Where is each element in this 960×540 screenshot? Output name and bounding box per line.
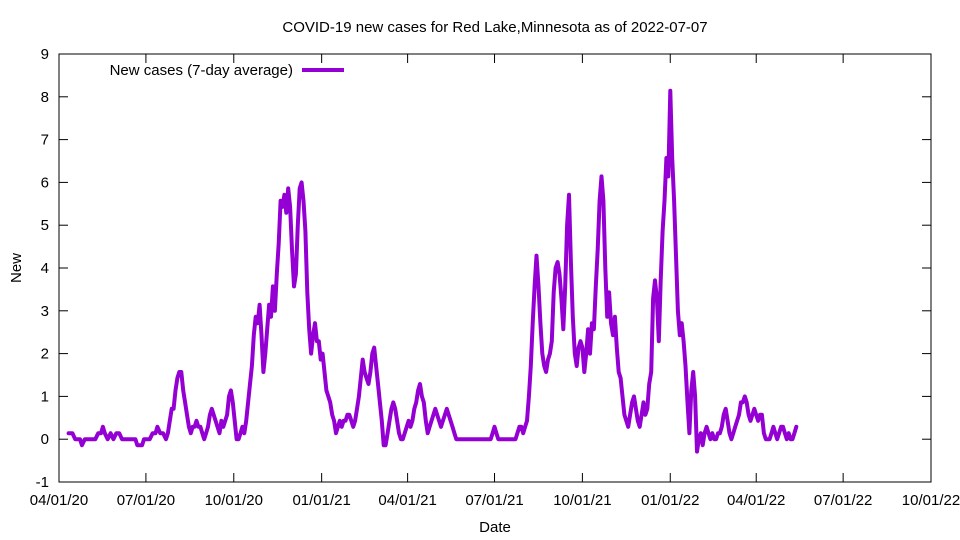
y-tick-label: 3 [41,303,49,320]
y-tick-label: 5 [41,217,49,234]
x-tick-label: 10/01/21 [553,492,611,509]
x-tick-label: 07/01/21 [465,492,523,509]
plot-frame [58,53,932,483]
x-tick-label: 01/01/21 [292,492,350,509]
y-tick-label: 7 [41,132,49,149]
y-tick-label: 9 [41,46,49,63]
legend-label: New cases (7-day average) [110,62,293,79]
y-axis: -1 0 1 2 3 4 5 6 7 8 9 [36,46,931,491]
x-tick-label: 10/01/22 [902,492,960,509]
y-tick-label: 0 [41,431,49,448]
x-tick-label: 04/01/22 [727,492,785,509]
x-tick-label: 07/01/20 [117,492,175,509]
x-tick-label: 10/01/20 [205,492,263,509]
x-axis-label: Date [479,519,511,536]
x-tick-label: 04/01/20 [30,492,88,509]
x-axis: 04/01/20 07/01/20 10/01/20 01/01/21 04/01/21… [30,54,960,509]
y-tick-label: 6 [41,174,49,191]
y-tick-label: -1 [36,474,49,491]
y-axis-label: New [8,253,25,283]
x-tick-label: 04/01/21 [378,492,436,509]
x-tick-label: 01/01/22 [641,492,699,509]
y-tick-label: 4 [41,260,49,277]
y-tick-label: 2 [41,346,49,363]
series-line-new-cases [66,88,799,454]
legend: New cases (7-day average) [110,62,344,79]
x-tick-label: 07/01/22 [814,492,872,509]
y-tick-label: 1 [41,388,49,405]
chart-title: COVID-19 new cases for Red Lake,Minnesot… [282,19,707,36]
y-tick-label: 8 [41,89,49,106]
